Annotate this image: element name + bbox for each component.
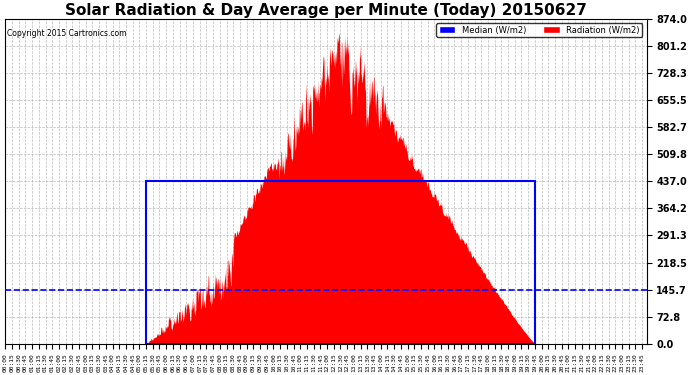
Legend: Median (W/m2), Radiation (W/m2): Median (W/m2), Radiation (W/m2)	[436, 23, 642, 37]
Bar	[146, 182, 535, 344]
Text: Copyright 2015 Cartronics.com: Copyright 2015 Cartronics.com	[7, 29, 126, 38]
Title: Solar Radiation & Day Average per Minute (Today) 20150627: Solar Radiation & Day Average per Minute…	[65, 3, 587, 18]
